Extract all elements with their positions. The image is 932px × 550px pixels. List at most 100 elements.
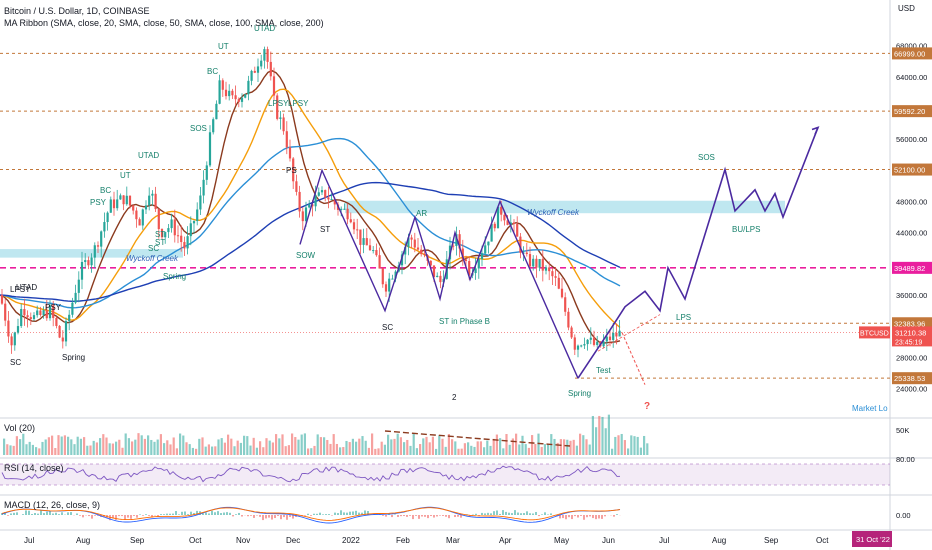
candle-body [388,278,391,292]
volume-bar [47,437,50,455]
candle-body [138,219,141,226]
macd-histogram-bar [286,515,288,520]
macd-histogram-bar [448,515,450,519]
volume-bar [457,448,460,455]
volume-bar [447,434,450,455]
volume-bar [473,446,476,455]
candle-body [96,245,100,247]
candle-body [506,220,509,225]
macd-histogram-bar [496,510,498,515]
candle-body [116,199,119,209]
candle-body [164,232,167,238]
candle-body [477,259,480,269]
currency-label: USD [898,4,915,13]
macd-histogram-bar [343,512,345,515]
wyckoff-annotations: SCUTADLPSYPSYSpringPSYBCUTUTADSTSCSpring… [10,24,888,413]
macd-histogram-bar [34,513,36,515]
volume-bar [111,443,114,455]
volume-pane-label[interactable]: Vol (20) [4,423,36,433]
volume-bar [252,437,255,455]
candle-body [468,261,471,276]
macd-histogram-bar [184,511,186,515]
volume-bar [233,446,236,455]
time-tick: Mar [446,536,460,545]
candle-body [157,209,160,230]
candle-body [551,271,554,277]
macd-histogram-bar [394,514,396,515]
volume-bar [636,436,639,455]
macd-histogram-bar [58,514,60,515]
volume-bar [63,435,66,455]
time-tick: May [554,536,569,545]
volume-bar [620,433,623,455]
volume-bar [646,443,649,455]
candle-body [592,337,596,345]
candle-body [416,247,420,250]
last-price-text: 31210.38 [895,328,926,337]
candle-body [365,238,368,246]
volume-bar [374,448,377,455]
wyckoff-label-1: UTAD [16,283,37,292]
candle-body [560,288,564,298]
wyckoff-label-18: LPSY [288,99,309,108]
candle-body [490,223,493,242]
macd-histogram-bar [601,515,603,519]
volume-bar [105,437,108,455]
rsi-pane-label[interactable]: RSI (14, close) [4,463,64,473]
volume-bar [297,439,300,455]
wyckoff-label-32: ? [644,401,650,412]
volume-bar [214,446,217,455]
volume-bar [399,437,402,455]
volume-bar [115,441,118,455]
wyckoff-label-8: UTAD [138,151,159,160]
candle-body [493,223,496,229]
macd-pane-label[interactable]: MACD (12, 26, close, 9) [4,500,101,510]
volume-bar [41,441,44,455]
macd-histogram-bar [547,514,549,515]
macd-histogram-bar [439,515,441,516]
volume-bar [153,441,156,455]
macd-histogram-bar [346,512,348,515]
volume-bar [51,435,54,455]
candle-body [61,337,64,342]
macd-histogram-bar [223,512,225,515]
projection-arrow [811,126,820,135]
time-tick: Nov [236,536,250,545]
volume-bar [131,441,134,455]
price-axis[interactable]: 24000.0028000.0032000.0036000.0040000.00… [859,42,932,394]
candle-body [186,236,189,249]
volume-bar [281,434,284,455]
volume-bar [425,436,428,455]
volume-bar [294,437,297,455]
candle-body [183,242,186,249]
volume-bar [191,447,194,455]
candle-body [541,258,544,271]
wyckoff-label-7: UT [120,171,131,180]
time-axis[interactable]: Jul Aug Sep Oct Nov Dec 2022 Feb Mar Apr May Jun Jul… [24,393,892,547]
macd-histogram-bar [382,515,384,516]
macd-histogram-bar [16,512,18,515]
volume-bar [57,435,60,455]
macd-histogram-bar [433,515,435,518]
macd-histogram-bar [325,514,327,515]
candle-body [583,344,586,346]
indicator-legend[interactable]: MA Ribbon (SMA, close, 20, SMA, close, 5… [4,18,324,28]
volume-bar [524,444,527,455]
macd-histogram-bar [208,513,210,515]
volume-bar [310,448,313,455]
volume-bar [262,447,265,455]
volume-bar [415,448,418,455]
candle-body [359,229,362,245]
candle-body [272,76,276,96]
price-tick: 56000.00 [896,135,927,144]
candle-body [173,219,176,236]
candle-body [576,345,580,350]
macd-histogram-bar [61,512,63,515]
macd-line [1,506,621,524]
wyckoff-creek-zone-right [345,200,785,214]
macd-histogram-bar [139,514,141,515]
volume-bar [623,440,626,455]
volume-bar [76,436,79,455]
macd-histogram-bar [613,515,615,517]
